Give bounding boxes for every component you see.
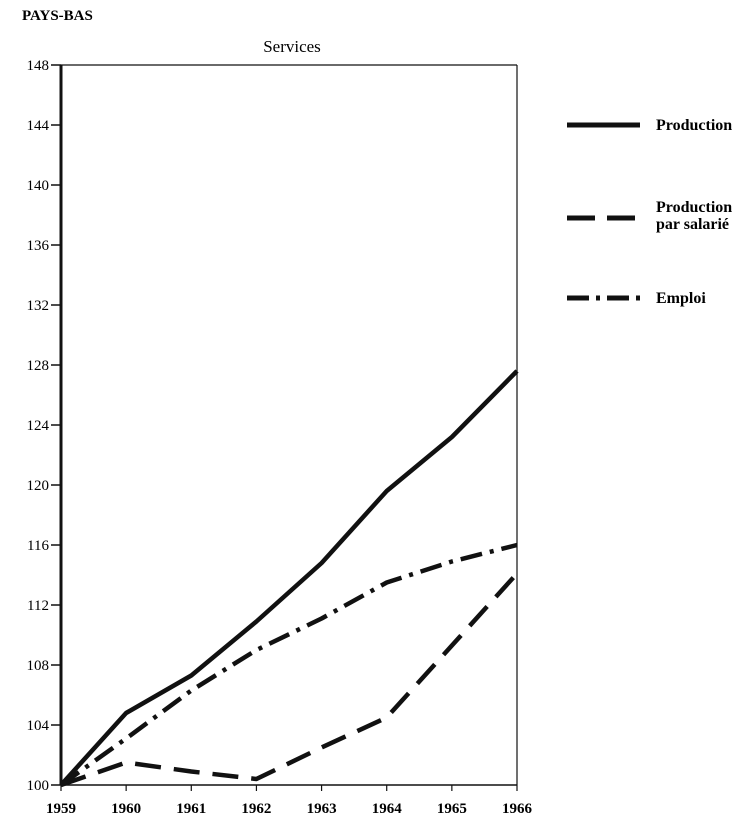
y-tick-label: 108 <box>27 658 50 674</box>
series-line-0 <box>59 369 519 787</box>
x-tick-label: 1959 <box>46 801 76 817</box>
y-tick-label: 144 <box>27 118 50 134</box>
y-tick-label: 124 <box>27 418 50 434</box>
legend-label-1: par salarié <box>656 216 729 233</box>
y-tick-label: 100 <box>27 778 50 794</box>
axes: 100 104 108 112 116 120 124 128 132 136 140 144 148 1… <box>27 58 533 817</box>
x-tick-label: 1962 <box>241 801 271 817</box>
y-tick-label: 128 <box>27 358 50 374</box>
series-line-2 <box>59 542 518 787</box>
x-tick-label: 1961 <box>176 801 206 817</box>
x-tick-label: 1966 <box>502 801 533 817</box>
y-tick-label: 120 <box>27 478 50 494</box>
x-tick-label: 1960 <box>111 801 141 817</box>
y-tick-label: 104 <box>27 718 50 734</box>
chart-title: Services <box>263 37 321 56</box>
legend-label-2: Emploi <box>656 290 706 307</box>
x-tick-label: 1965 <box>437 801 467 817</box>
x-tick-label: 1963 <box>307 801 337 817</box>
x-tick-label: 1964 <box>372 801 403 817</box>
page-title: PAYS-BAS <box>22 8 93 24</box>
y-tick-label: 140 <box>27 178 50 194</box>
y-tick-label: 148 <box>27 58 50 74</box>
y-tick-label: 112 <box>27 598 49 614</box>
legend-label-0: Production <box>656 117 732 134</box>
y-tick-label: 136 <box>27 238 50 254</box>
series-line-1 <box>60 571 519 788</box>
y-tick-label: 116 <box>27 538 49 554</box>
series-layer <box>59 369 519 788</box>
y-tick-label: 132 <box>27 298 50 314</box>
legend-label-1: Production <box>656 199 732 216</box>
